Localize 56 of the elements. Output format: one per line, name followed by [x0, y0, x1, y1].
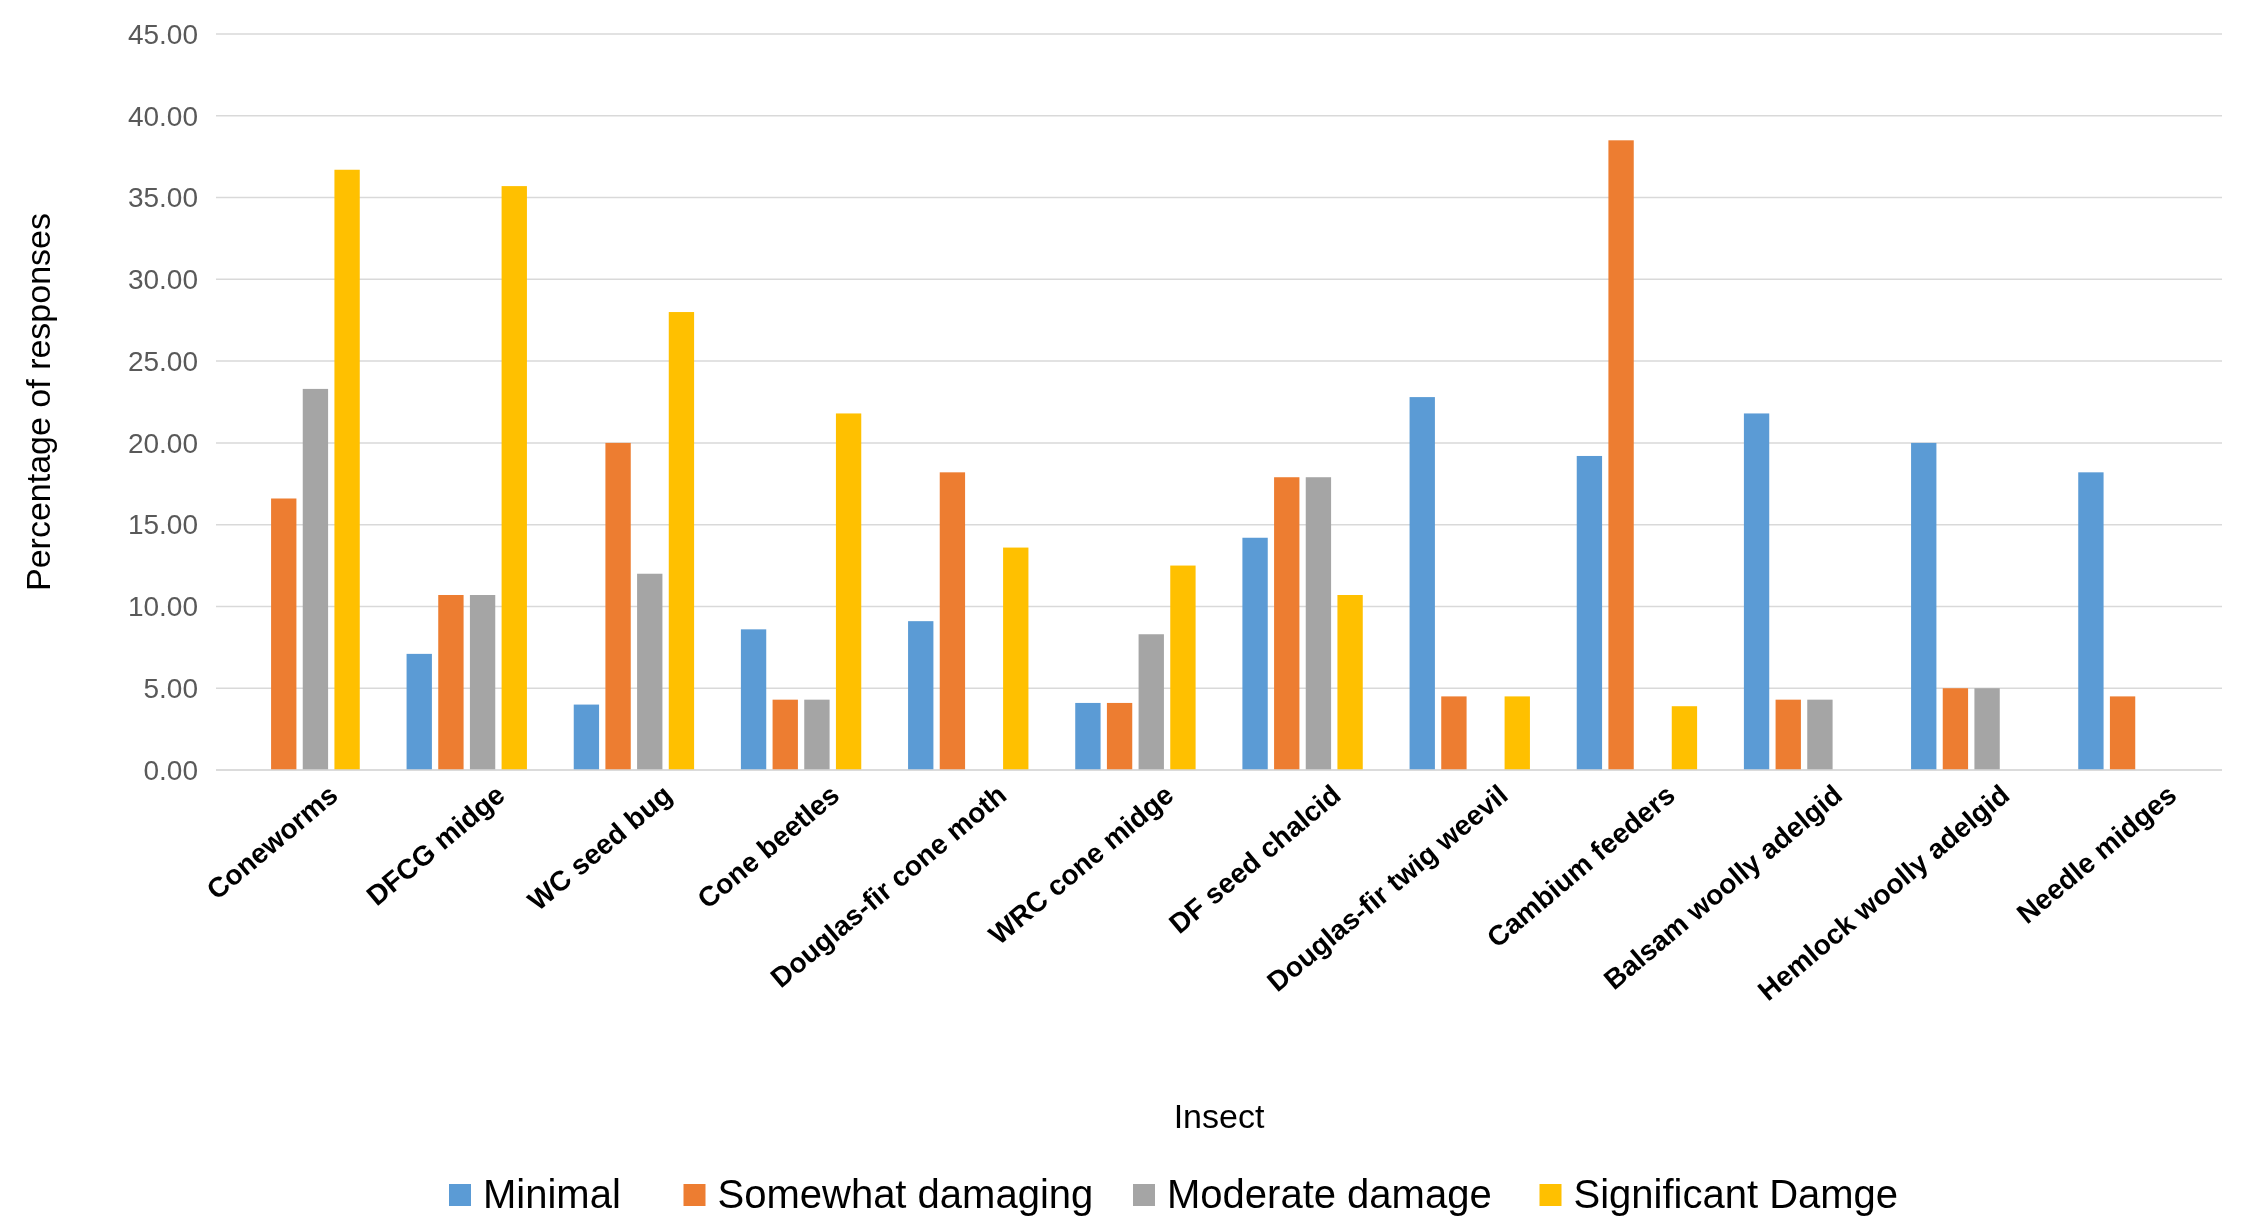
x-axis-title: Insect — [1173, 1097, 1265, 1135]
bar — [2078, 472, 2104, 770]
y-tick-label: 35.00 — [127, 182, 198, 214]
legend-label: Significant Damge — [1573, 1172, 1899, 1216]
bar — [1942, 688, 1969, 770]
y-tick-label: 10.00 — [127, 591, 198, 623]
y-tick-label: 0.00 — [143, 754, 198, 786]
bar — [1608, 140, 1634, 770]
bar — [1441, 696, 1467, 770]
bar — [1911, 442, 1937, 770]
bar — [1775, 699, 1801, 770]
bar — [1504, 696, 1530, 770]
bar — [1576, 455, 1603, 770]
legend-label: Somewhat damaging — [717, 1172, 1094, 1216]
bar — [406, 653, 432, 770]
y-tick-label: 15.00 — [127, 509, 198, 541]
bar — [334, 169, 360, 770]
bar — [668, 312, 695, 770]
bar — [1337, 595, 1363, 770]
bar — [835, 413, 862, 770]
bar — [772, 699, 798, 770]
y-tick-label: 5.00 — [143, 673, 198, 705]
bar — [908, 621, 934, 770]
bar — [1807, 699, 1833, 770]
bar — [1003, 547, 1029, 770]
bar — [501, 186, 527, 770]
bar — [1106, 702, 1133, 770]
bar — [1170, 565, 1196, 770]
bar — [605, 442, 631, 770]
y-tick-label: 40.00 — [127, 100, 198, 132]
bar — [804, 699, 830, 770]
bar — [1409, 397, 1435, 770]
bar — [740, 629, 767, 770]
legend-label: Minimal — [483, 1172, 621, 1216]
bar — [1305, 477, 1332, 770]
bar — [939, 472, 966, 770]
y-tick-label: 20.00 — [127, 427, 198, 459]
bar — [1743, 413, 1770, 770]
bar — [573, 704, 600, 770]
bar — [271, 498, 297, 770]
bar — [1138, 634, 1164, 770]
bar — [1242, 537, 1268, 770]
bar — [469, 595, 496, 770]
y-tick-label: 45.00 — [127, 18, 198, 50]
bar — [302, 388, 329, 770]
bar — [2109, 696, 2136, 770]
bar — [438, 595, 464, 770]
bar — [1274, 477, 1300, 770]
y-tick-label: 30.00 — [127, 264, 198, 296]
y-axis-title: Percentage of responses — [19, 212, 57, 592]
y-tick-label: 25.00 — [127, 345, 198, 377]
bar — [1974, 688, 2000, 770]
legend-label: Moderate damage — [1167, 1172, 1492, 1216]
bar — [637, 573, 663, 770]
bar — [1075, 702, 1101, 770]
bar — [1671, 706, 1698, 770]
